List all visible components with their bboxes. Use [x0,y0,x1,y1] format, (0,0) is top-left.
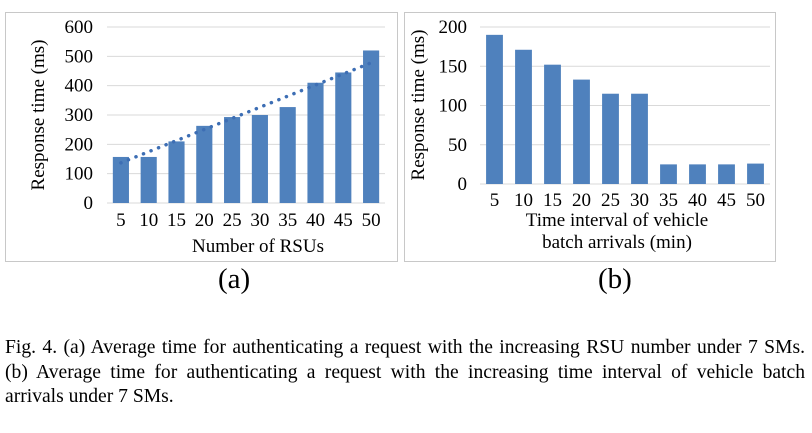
x-tick-label-a: 35 [278,210,297,231]
bar-b [660,164,677,184]
x-tick-label-b: 45 [717,190,736,211]
y-tick-label-b: 0 [458,174,468,195]
bar-b [486,34,503,184]
y-tick-label-b: 150 [439,56,468,77]
x-tick-label-b: 5 [490,190,500,211]
bar-a [168,141,185,203]
bar-b [573,79,590,184]
x-tick-label-b: 20 [572,190,591,211]
bar-a [140,156,157,203]
x-tick-label-a: 45 [334,210,353,231]
x-tick-label-a: 40 [306,210,325,231]
bar-b [718,164,735,184]
bar-b [689,164,706,184]
x-axis-label-b-line: Time interval of vehicle [526,210,708,231]
y-tick-label-b: 200 [439,17,468,38]
bar-a [307,82,324,203]
bar-a [196,125,213,203]
y-tick-label-a: 500 [65,46,94,67]
bar-b [602,93,619,184]
x-tick-label-a: 15 [167,210,186,231]
x-tick-label-b: 30 [630,190,649,211]
y-axis-label-a: Response time (ms) [28,40,49,191]
bar-a [112,156,129,203]
x-tick-label-a: 10 [139,210,158,231]
bar-b [544,64,561,184]
chart-panel-b [404,12,776,262]
figure-caption: Fig. 4. (a) Average time for authenticat… [5,337,805,407]
bar-a [335,72,352,203]
x-axis-label-b-line: batch arrivals (min) [542,232,692,253]
y-axis-label-b: Response time (ms) [408,30,429,181]
y-tick-label-a: 300 [65,105,94,126]
x-tick-label-b: 50 [746,190,765,211]
bar-b [631,93,648,184]
trendline-a [119,61,373,165]
x-tick-label-a: 20 [195,210,214,231]
x-tick-label-b: 25 [601,190,620,211]
bar-a [251,115,268,203]
bar-b [747,163,764,184]
x-tick-label-a: 50 [362,210,381,231]
subfigure-label-b: (b) [598,263,632,295]
y-tick-label-b: 100 [439,96,468,117]
x-tick-label-b: 35 [659,190,678,211]
x-axis-label-a: Number of RSUs [192,236,324,257]
y-tick-label-a: 400 [65,76,94,97]
bar-b [515,49,532,184]
x-tick-label-a: 30 [250,210,269,231]
y-tick-label-b: 50 [448,135,467,156]
x-tick-label-b: 40 [688,190,707,211]
x-tick-label-a: 5 [116,210,126,231]
subfigure-label-a: (a) [218,263,251,295]
bar-a [363,50,380,203]
y-tick-label-a: 200 [65,134,94,155]
bar-a [279,107,296,203]
x-tick-label-b: 15 [543,190,562,211]
y-tick-label-a: 600 [65,17,94,38]
bar-a [224,117,241,203]
y-tick-label-a: 100 [65,164,94,185]
y-tick-label-a: 0 [84,193,94,214]
x-tick-label-a: 25 [223,210,242,231]
x-tick-label-b: 10 [514,190,533,211]
